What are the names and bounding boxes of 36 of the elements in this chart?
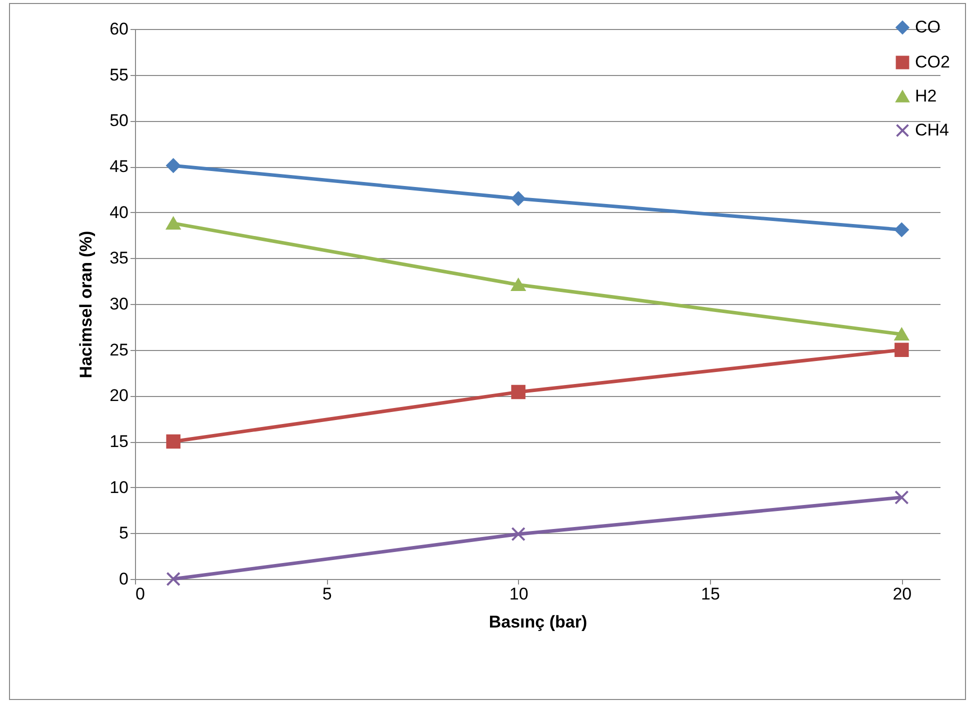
y-axis-title: Hacimsel oran (%) <box>76 230 96 378</box>
point <box>166 217 180 230</box>
y-tick-label: 30 <box>110 294 128 314</box>
point <box>511 191 526 206</box>
legend-label: CH4 <box>915 120 950 140</box>
point <box>166 572 180 586</box>
x-tick-label: 0 <box>136 584 145 604</box>
y-tick-label: 0 <box>119 570 128 588</box>
x-tick-label: 15 <box>701 584 720 604</box>
y-tick-label: 25 <box>110 340 128 360</box>
y-tick-label: 50 <box>110 111 128 130</box>
y-tick-label: 20 <box>110 386 128 406</box>
y-tick-label: 60 <box>110 20 128 38</box>
y-tick-label: 15 <box>110 432 128 451</box>
point <box>166 158 180 173</box>
point <box>894 328 909 341</box>
x-tick-label: 20 <box>892 584 912 604</box>
y-tick-label: 5 <box>119 524 128 543</box>
y-tick-label: 10 <box>110 478 128 497</box>
point <box>894 342 909 357</box>
y-tick-label: 45 <box>110 157 128 176</box>
point <box>511 384 526 400</box>
legend-label: CO <box>915 18 940 36</box>
point <box>166 434 180 449</box>
point <box>894 490 909 505</box>
y-tick-label: 40 <box>110 202 128 222</box>
point <box>511 278 526 292</box>
x-tick-label: 5 <box>322 584 332 604</box>
y-tick-label: 35 <box>110 248 128 268</box>
legend-label: H2 <box>915 86 937 106</box>
point <box>511 526 526 542</box>
x-tick-label: 10 <box>509 584 528 604</box>
y-tick-label: 55 <box>110 65 128 84</box>
point <box>894 222 909 237</box>
x-axis-title: Basınç (bar) <box>488 612 588 632</box>
legend-label: CO2 <box>915 52 950 72</box>
